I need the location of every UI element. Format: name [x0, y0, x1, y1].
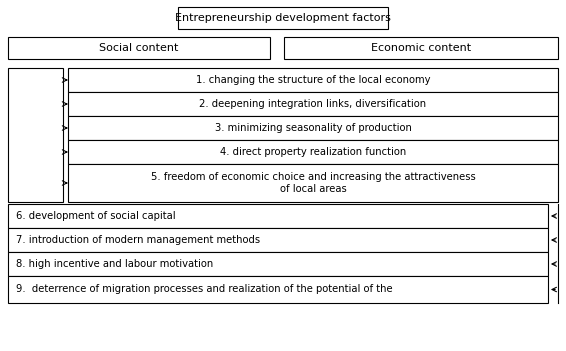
Bar: [68, 92, 558, 116]
Bar: [68, 68, 558, 92]
Text: 9.  deterrence of migration processes and realization of the potential of the: 9. deterrence of migration processes and…: [16, 285, 393, 294]
Text: 5. freedom of economic choice and increasing the attractiveness
of local areas: 5. freedom of economic choice and increa…: [151, 172, 475, 194]
Text: Social content: Social content: [99, 43, 179, 53]
Bar: [8, 276, 548, 303]
Bar: [8, 252, 548, 276]
Text: Economic content: Economic content: [371, 43, 471, 53]
Bar: [8, 228, 548, 252]
Bar: [8, 37, 270, 59]
Text: 6. development of social capital: 6. development of social capital: [16, 211, 175, 221]
Text: 2. deepening integration links, diversification: 2. deepening integration links, diversif…: [199, 99, 427, 109]
Bar: [68, 116, 558, 140]
Bar: [8, 204, 548, 228]
Text: 8. high incentive and labour motivation: 8. high incentive and labour motivation: [16, 259, 213, 269]
Text: 1. changing the structure of the local economy: 1. changing the structure of the local e…: [196, 75, 430, 85]
Bar: [68, 164, 558, 202]
Bar: [178, 7, 388, 29]
Bar: [8, 68, 63, 202]
Text: Entrepreneurship development factors: Entrepreneurship development factors: [175, 13, 391, 23]
Text: 3. minimizing seasonality of production: 3. minimizing seasonality of production: [215, 123, 411, 133]
Bar: [68, 140, 558, 164]
Bar: [284, 37, 558, 59]
Text: 4. direct property realization function: 4. direct property realization function: [220, 147, 406, 157]
Text: 7. introduction of modern management methods: 7. introduction of modern management met…: [16, 235, 260, 245]
